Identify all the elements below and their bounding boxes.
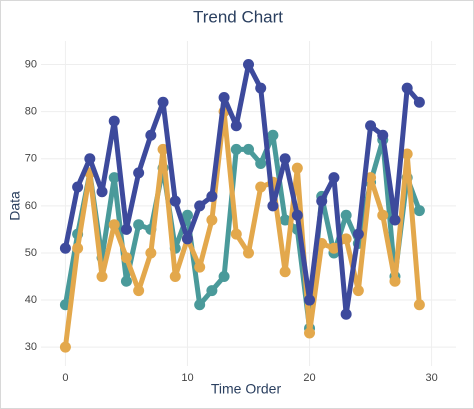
- data-point: [255, 157, 267, 169]
- data-point: [304, 327, 316, 339]
- data-point: [120, 223, 132, 235]
- data-point: [267, 129, 279, 141]
- data-point: [352, 228, 364, 240]
- data-point: [145, 247, 157, 259]
- data-point: [206, 214, 218, 226]
- data-point: [243, 59, 254, 71]
- data-point: [120, 275, 132, 287]
- data-point: [108, 115, 120, 127]
- x-tick-label: 0: [62, 372, 68, 384]
- data-point: [157, 143, 169, 155]
- data-point: [133, 219, 145, 231]
- y-tick-label: 60: [25, 200, 37, 212]
- data-point: [377, 129, 389, 141]
- data-point: [401, 148, 413, 160]
- data-point: [133, 285, 145, 297]
- data-point: [340, 233, 352, 245]
- data-point: [84, 153, 96, 165]
- y-tick-label: 90: [25, 58, 37, 70]
- x-tick-label: 30: [425, 372, 437, 384]
- data-point: [389, 214, 401, 226]
- x-axis-label: Time Order: [211, 381, 282, 397]
- data-point: [194, 261, 206, 273]
- y-tick-label: 30: [25, 341, 37, 353]
- data-point: [230, 120, 242, 132]
- series-line: [62, 109, 422, 350]
- data-point: [401, 82, 413, 94]
- data-point: [413, 299, 425, 311]
- series-line: [62, 62, 422, 317]
- data-point: [365, 172, 377, 184]
- data-point: [108, 219, 120, 231]
- data-point: [218, 271, 230, 283]
- data-point: [291, 162, 303, 174]
- y-tick-label: 50: [25, 247, 37, 259]
- data-point: [230, 228, 242, 240]
- y-axis-label: Data: [7, 191, 23, 221]
- data-point: [291, 209, 303, 221]
- data-point: [255, 181, 267, 193]
- x-tick-label: 10: [181, 372, 193, 384]
- data-point: [206, 285, 218, 297]
- data-point: [157, 96, 169, 108]
- data-point: [181, 233, 193, 245]
- data-point: [218, 92, 230, 104]
- data-point: [72, 242, 84, 254]
- data-point: [96, 186, 108, 198]
- data-point: [72, 181, 84, 193]
- data-point: [243, 143, 254, 155]
- data-point: [279, 266, 291, 278]
- data-point: [59, 341, 71, 353]
- data-point: [108, 172, 120, 184]
- data-point: [194, 299, 206, 311]
- data-point: [255, 82, 267, 94]
- data-point: [96, 271, 108, 283]
- data-point: [133, 167, 145, 179]
- data-point: [59, 242, 71, 254]
- y-tick-label: 70: [25, 153, 37, 165]
- data-point: [352, 285, 364, 297]
- y-tick-label: 80: [25, 106, 37, 118]
- data-point: [340, 308, 352, 320]
- data-point: [194, 200, 206, 212]
- data-point: [340, 209, 352, 221]
- data-point: [304, 294, 316, 306]
- data-point: [230, 143, 242, 155]
- y-tick-label: 40: [25, 294, 37, 306]
- chart-title: Trend Chart: [193, 7, 283, 26]
- x-tick-label: 20: [303, 372, 315, 384]
- data-point: [328, 242, 340, 254]
- data-point: [169, 271, 181, 283]
- data-point: [169, 195, 181, 207]
- data-point: [279, 214, 291, 226]
- data-point: [365, 120, 377, 132]
- data-point: [145, 129, 157, 141]
- data-point: [413, 205, 425, 217]
- data-point: [243, 247, 254, 259]
- data-point: [279, 153, 291, 165]
- data-point: [413, 96, 425, 108]
- data-point: [377, 209, 389, 221]
- data-point: [389, 275, 401, 287]
- data-point: [206, 190, 218, 202]
- data-point: [267, 200, 279, 212]
- data-point: [120, 252, 132, 264]
- data-point: [316, 195, 328, 207]
- data-point: [181, 209, 193, 221]
- data-point: [328, 172, 340, 184]
